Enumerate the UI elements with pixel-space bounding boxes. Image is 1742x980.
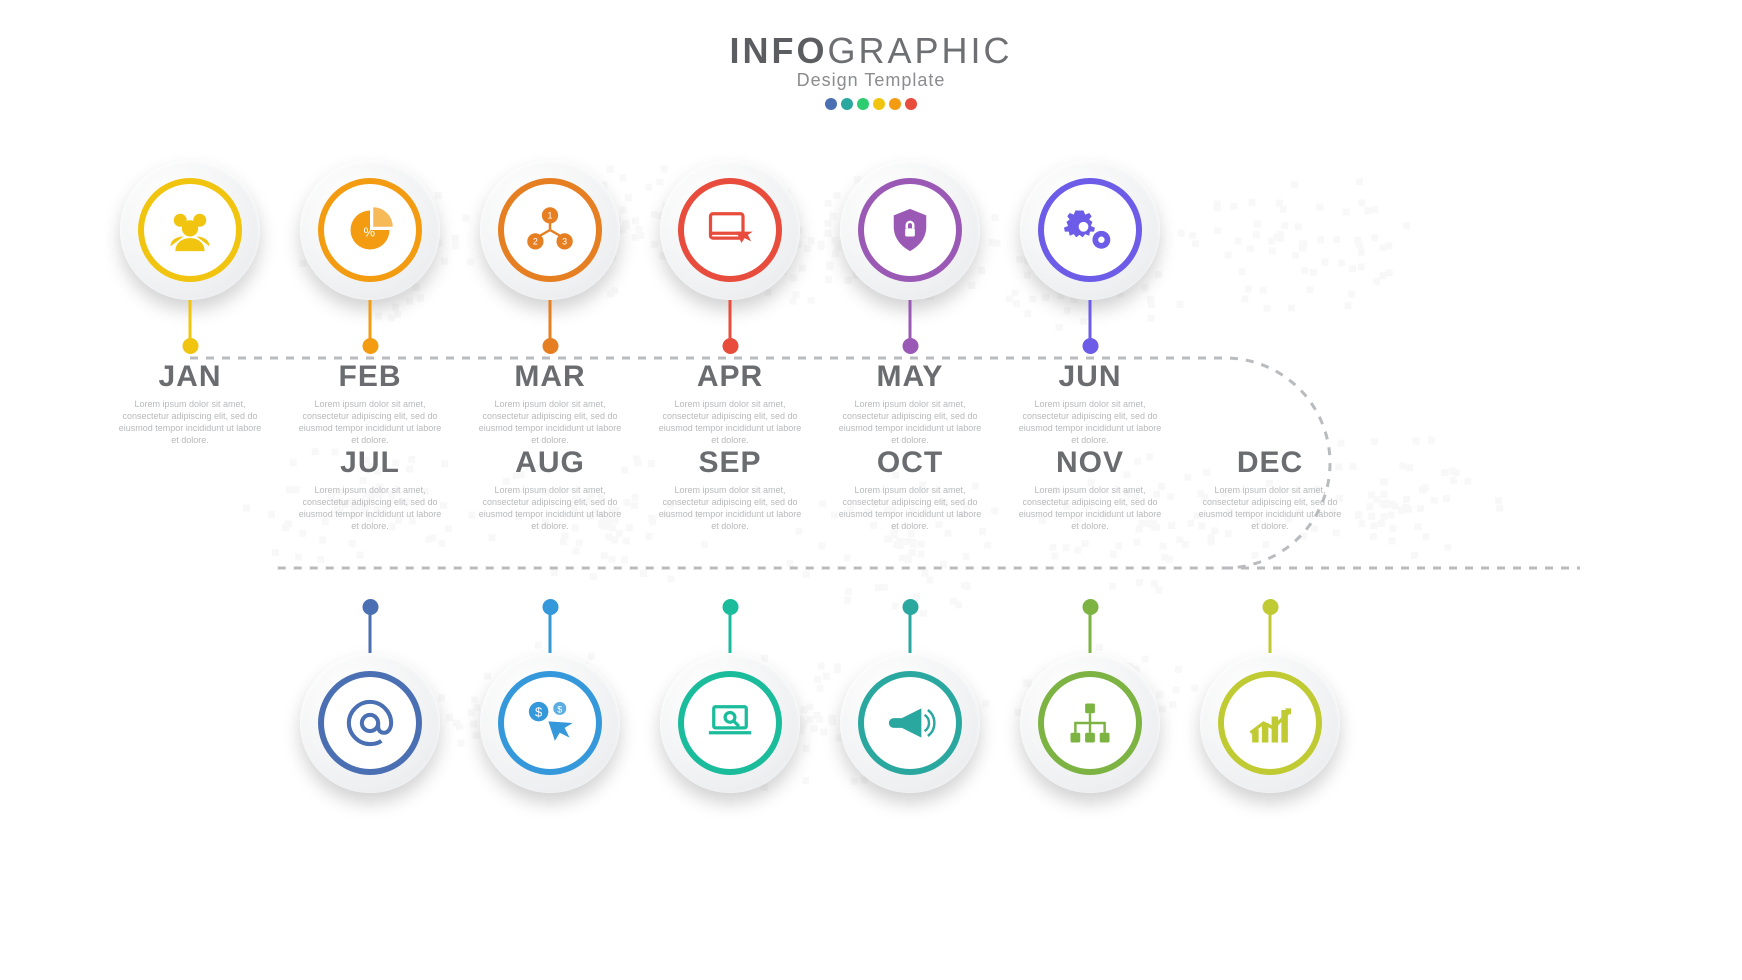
month-label: DEC	[1190, 446, 1350, 480]
month-dec: DEC Lorem ipsum dolor sit amet, consectet…	[1190, 440, 1350, 793]
org-chart-icon	[1064, 697, 1116, 749]
medallion	[660, 653, 800, 793]
month-mar: 123MARLorem ipsum dolor sit amet, consec…	[470, 160, 630, 447]
month-label: MAR	[470, 360, 630, 394]
month-label: AUG	[470, 446, 630, 480]
pie-percent-icon: %	[344, 204, 396, 256]
svg-text:3: 3	[562, 237, 567, 247]
month-jul: JUL Lorem ipsum dolor sit amet, consectet…	[290, 440, 450, 793]
connector-stem	[909, 300, 912, 346]
connector-stem	[549, 300, 552, 346]
month-description: Lorem ipsum dolor sit amet, consectetur …	[475, 484, 625, 533]
laptop-search-icon	[704, 697, 756, 749]
medallion: 1 2 3	[480, 160, 620, 300]
svg-text:$: $	[557, 704, 562, 714]
month-label: JAN	[110, 360, 270, 394]
month-label: MAY	[830, 360, 990, 394]
medallion	[1200, 653, 1340, 793]
connector-stem	[909, 607, 912, 653]
connector-stem	[549, 607, 552, 653]
growth-chart-icon	[1244, 697, 1296, 749]
at-sign-icon	[344, 697, 396, 749]
connector-stem	[369, 607, 372, 653]
month-label: OCT	[830, 446, 990, 480]
medallion	[840, 653, 980, 793]
connector-stem	[1089, 607, 1092, 653]
month-jan: JAN Lorem ipsum dolor sit amet, consectet…	[110, 160, 270, 447]
month-sep: SEP Lorem ipsum dolor sit amet, consectet…	[650, 440, 810, 793]
month-feb: %FEBLorem ipsum dolor sit amet, consecte…	[290, 160, 450, 447]
month-apr: APRLorem ipsum dolor sit amet, consectet…	[650, 160, 810, 447]
medallion	[660, 160, 800, 300]
month-description: Lorem ipsum dolor sit amet, consectetur …	[295, 484, 445, 533]
megaphone-icon	[884, 697, 936, 749]
month-may: MAYLorem ipsum dolor sit amet, consectet…	[830, 160, 990, 447]
nodes-123-icon: 1 2 3	[524, 204, 576, 256]
medallion	[120, 160, 260, 300]
connector-stem	[1269, 607, 1272, 653]
medallion	[300, 653, 440, 793]
month-nov: NOV Lorem ipsum dolor sit amet, consectet…	[1010, 440, 1170, 793]
month-label: JUL	[290, 446, 450, 480]
month-aug: AUG Lorem ipsum dolor sit amet, consectet…	[470, 440, 630, 793]
medallion	[840, 160, 980, 300]
connector-stem	[1089, 300, 1092, 346]
connector-stem	[729, 607, 732, 653]
connector-stem	[189, 300, 192, 346]
month-description: Lorem ipsum dolor sit amet, consectetur …	[1195, 484, 1345, 533]
month-label: FEB	[290, 360, 450, 394]
pay-per-click-icon: $$	[524, 697, 576, 749]
medallion: %	[300, 160, 440, 300]
month-description: Lorem ipsum dolor sit amet, consectetur …	[835, 484, 985, 533]
svg-text:%: %	[364, 225, 376, 240]
month-oct: OCT Lorem ipsum dolor sit amet, consectet…	[830, 440, 990, 793]
tablet-touch-icon	[704, 204, 756, 256]
svg-text:2: 2	[533, 237, 538, 247]
month-label: SEP	[650, 446, 810, 480]
svg-text:$: $	[535, 704, 543, 719]
connector-stem	[369, 300, 372, 346]
gears-icon	[1064, 204, 1116, 256]
people-icon	[164, 204, 216, 256]
month-label: JUN	[1010, 360, 1170, 394]
svg-text:1: 1	[548, 211, 553, 221]
medallion	[1020, 653, 1160, 793]
medallion	[1020, 160, 1160, 300]
month-label: APR	[650, 360, 810, 394]
month-label: NOV	[1010, 446, 1170, 480]
connector-stem	[729, 300, 732, 346]
month-description: Lorem ipsum dolor sit amet, consectetur …	[655, 484, 805, 533]
month-jun: JUNLorem ipsum dolor sit amet, consectet…	[1010, 160, 1170, 447]
month-description: Lorem ipsum dolor sit amet, consectetur …	[1015, 484, 1165, 533]
shield-lock-icon	[884, 204, 936, 256]
medallion: $$	[480, 653, 620, 793]
infographic-stage: JAN Lorem ipsum dolor sit amet, consectet…	[0, 0, 1742, 980]
month-description: Lorem ipsum dolor sit amet, consectetur …	[115, 398, 265, 447]
